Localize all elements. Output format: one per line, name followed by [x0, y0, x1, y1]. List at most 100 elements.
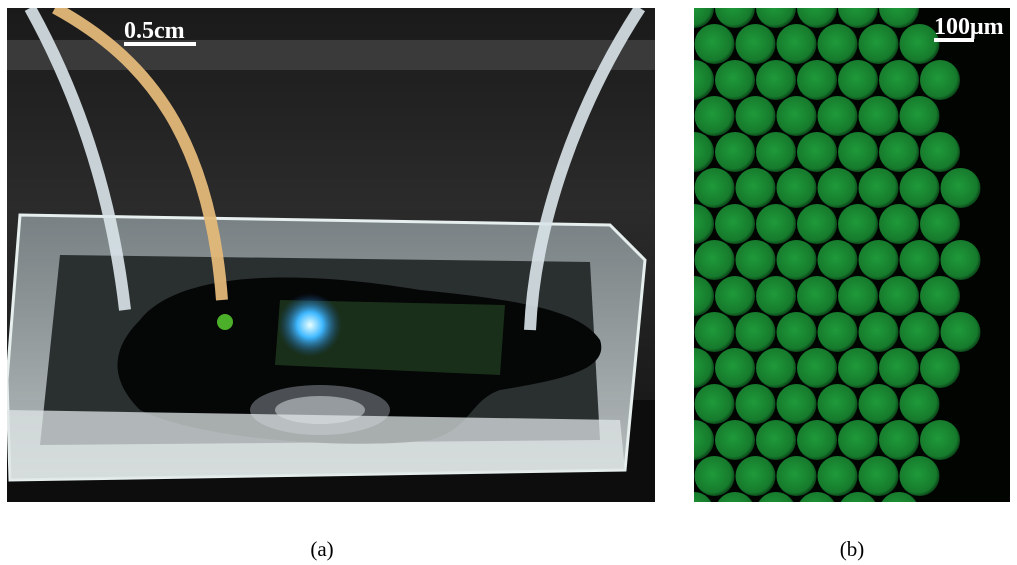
- droplet: [736, 456, 776, 496]
- droplet: [879, 348, 919, 388]
- droplet: [838, 204, 878, 244]
- droplet: [879, 132, 919, 172]
- droplet: [777, 312, 817, 352]
- droplet: [797, 132, 837, 172]
- scale-bar: [934, 38, 974, 42]
- droplet: [674, 204, 714, 244]
- droplet: [859, 168, 899, 208]
- droplet: [736, 528, 776, 565]
- droplet: [736, 24, 776, 64]
- droplet: [920, 204, 960, 244]
- droplet: [777, 96, 817, 136]
- droplet: [838, 420, 878, 460]
- droplet: [797, 420, 837, 460]
- droplet: [715, 60, 755, 100]
- droplet: [879, 276, 919, 316]
- scale-bar-label: 0.5cm: [124, 18, 185, 44]
- droplet: [818, 96, 858, 136]
- droplet: [879, 420, 919, 460]
- droplet: [879, 204, 919, 244]
- droplet: [941, 240, 981, 280]
- droplet: [695, 312, 735, 352]
- droplet: [879, 60, 919, 100]
- droplet: [859, 24, 899, 64]
- droplet: [900, 528, 940, 565]
- droplet: [736, 240, 776, 280]
- droplet: [695, 384, 735, 424]
- droplet: [715, 204, 755, 244]
- droplet: [695, 528, 735, 565]
- droplet: [900, 168, 940, 208]
- droplet: [818, 240, 858, 280]
- droplet: [777, 528, 817, 565]
- droplet: [838, 348, 878, 388]
- droplet: [859, 528, 899, 565]
- figure: 0.5cm 100μm (a) (b): [0, 0, 1017, 565]
- droplet: [695, 96, 735, 136]
- droplet: [797, 276, 837, 316]
- droplet: [736, 168, 776, 208]
- droplet: [879, 492, 919, 532]
- droplet: [797, 204, 837, 244]
- droplet: [777, 384, 817, 424]
- droplet: [695, 456, 735, 496]
- droplet: [900, 312, 940, 352]
- droplet: [756, 348, 796, 388]
- droplet: [818, 168, 858, 208]
- droplet: [736, 96, 776, 136]
- droplet: [859, 384, 899, 424]
- scale-bar-label: 100μm: [934, 14, 1004, 40]
- droplet: [715, 420, 755, 460]
- droplet: [756, 276, 796, 316]
- droplet: [715, 348, 755, 388]
- droplet: [920, 420, 960, 460]
- droplet: [838, 492, 878, 532]
- droplet: [920, 276, 960, 316]
- droplet: [715, 492, 755, 532]
- droplet: [674, 60, 714, 100]
- droplet: [818, 384, 858, 424]
- droplet: [900, 456, 940, 496]
- photo-a: [7, 8, 655, 502]
- droplet: [920, 60, 960, 100]
- droplet: [838, 60, 878, 100]
- droplet: [674, 348, 714, 388]
- droplet: [674, 420, 714, 460]
- droplet: [674, 276, 714, 316]
- droplet: [715, 276, 755, 316]
- droplet: [756, 132, 796, 172]
- droplet: [674, 132, 714, 172]
- droplet: [777, 168, 817, 208]
- droplet: [695, 168, 735, 208]
- droplet: [797, 348, 837, 388]
- droplet: [736, 312, 776, 352]
- droplet: [756, 204, 796, 244]
- droplet: [859, 312, 899, 352]
- droplet: [818, 24, 858, 64]
- droplet: [797, 60, 837, 100]
- droplet: [797, 492, 837, 532]
- droplet: [818, 312, 858, 352]
- droplet: [900, 384, 940, 424]
- photo-b: [674, 0, 1010, 565]
- droplet: [941, 312, 981, 352]
- droplet: [674, 492, 714, 532]
- droplet: [777, 456, 817, 496]
- droplet: [695, 24, 735, 64]
- droplet: [838, 276, 878, 316]
- droplet: [756, 60, 796, 100]
- droplet: [859, 96, 899, 136]
- droplet: [695, 240, 735, 280]
- droplet: [777, 24, 817, 64]
- panel-label: (b): [840, 537, 865, 561]
- droplet: [838, 132, 878, 172]
- droplet: [818, 456, 858, 496]
- droplet: [920, 348, 960, 388]
- droplet: [736, 384, 776, 424]
- droplet: [859, 240, 899, 280]
- droplet: [715, 132, 755, 172]
- droplet: [900, 96, 940, 136]
- droplet: [900, 240, 940, 280]
- droplet: [859, 456, 899, 496]
- droplet: [777, 240, 817, 280]
